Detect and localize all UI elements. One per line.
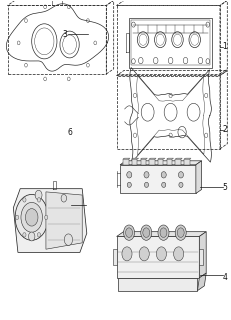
Circle shape <box>158 225 169 240</box>
Bar <box>167 159 172 165</box>
Circle shape <box>143 228 150 237</box>
Circle shape <box>23 233 26 237</box>
Bar <box>184 159 190 165</box>
Ellipse shape <box>144 172 149 178</box>
Circle shape <box>37 198 41 202</box>
Bar <box>131 20 210 65</box>
Text: 1: 1 <box>222 42 227 52</box>
Circle shape <box>15 195 48 240</box>
Polygon shape <box>167 158 173 159</box>
Circle shape <box>122 247 132 261</box>
Polygon shape <box>140 158 147 159</box>
Bar <box>117 236 199 278</box>
Bar <box>132 159 137 165</box>
Circle shape <box>126 228 133 237</box>
Bar <box>123 159 129 165</box>
Circle shape <box>156 247 167 261</box>
Polygon shape <box>123 158 130 159</box>
Polygon shape <box>196 161 202 194</box>
Polygon shape <box>175 158 182 159</box>
Circle shape <box>15 215 19 220</box>
Bar <box>149 159 155 165</box>
Polygon shape <box>198 273 206 291</box>
Polygon shape <box>120 161 202 165</box>
Bar <box>199 249 204 266</box>
Circle shape <box>28 232 35 241</box>
Ellipse shape <box>178 172 183 178</box>
Circle shape <box>37 233 41 237</box>
Text: 4: 4 <box>222 273 227 282</box>
Circle shape <box>45 215 48 220</box>
Circle shape <box>139 247 149 261</box>
Circle shape <box>141 225 152 240</box>
Ellipse shape <box>144 182 149 188</box>
Polygon shape <box>184 158 191 159</box>
Text: 6: 6 <box>67 128 72 137</box>
Circle shape <box>173 247 184 261</box>
Circle shape <box>175 225 186 240</box>
Circle shape <box>25 209 38 226</box>
Polygon shape <box>149 158 156 159</box>
Circle shape <box>64 234 73 245</box>
Ellipse shape <box>162 182 166 188</box>
Text: 2: 2 <box>222 125 227 134</box>
Bar <box>175 159 181 165</box>
Ellipse shape <box>127 182 131 188</box>
Bar <box>112 249 117 266</box>
Bar <box>140 159 146 165</box>
Bar <box>158 159 164 165</box>
Polygon shape <box>199 232 206 278</box>
Circle shape <box>124 225 135 240</box>
Polygon shape <box>132 158 139 159</box>
Ellipse shape <box>179 182 183 188</box>
Polygon shape <box>13 189 87 252</box>
Polygon shape <box>117 232 206 236</box>
Circle shape <box>35 190 42 200</box>
Bar <box>119 278 198 291</box>
Ellipse shape <box>127 172 132 178</box>
Bar <box>120 165 196 194</box>
Bar <box>129 18 212 68</box>
Circle shape <box>61 195 67 202</box>
Circle shape <box>23 198 26 202</box>
Polygon shape <box>46 192 82 249</box>
Circle shape <box>177 228 184 237</box>
Ellipse shape <box>161 172 166 178</box>
Text: 3: 3 <box>63 30 67 39</box>
Polygon shape <box>158 158 165 159</box>
Circle shape <box>21 203 43 232</box>
Circle shape <box>160 228 167 237</box>
Text: 5: 5 <box>222 183 227 192</box>
